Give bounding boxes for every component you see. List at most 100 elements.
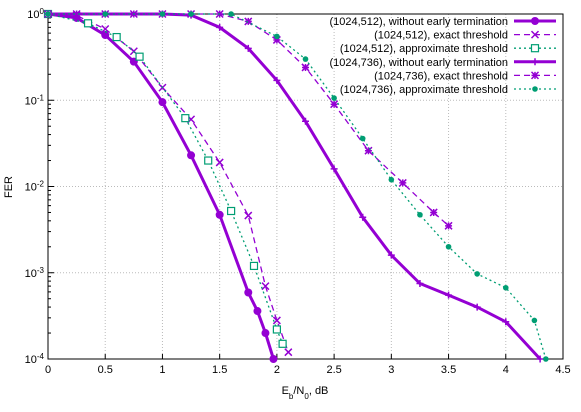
legend-label: (1024,512), without early termination xyxy=(329,16,508,28)
marker-shape xyxy=(101,24,110,34)
marker-shape xyxy=(502,284,509,291)
marker xyxy=(536,355,544,363)
marker-shape xyxy=(302,117,309,125)
marker-shape xyxy=(387,251,395,259)
marker-shape xyxy=(188,11,194,17)
marker-shape xyxy=(101,31,110,40)
marker-shape xyxy=(530,71,540,80)
marker xyxy=(215,158,224,167)
marker xyxy=(158,98,167,107)
marker-shape xyxy=(72,9,81,19)
marker xyxy=(284,348,293,357)
x-tick-label: 2.5 xyxy=(326,364,341,376)
marker xyxy=(187,151,196,160)
marker xyxy=(83,19,93,28)
marker-shape xyxy=(359,213,367,221)
marker xyxy=(301,63,310,72)
plot-frame xyxy=(47,13,564,360)
marker-shape xyxy=(474,271,480,277)
marker xyxy=(272,325,281,334)
marker xyxy=(531,58,539,66)
marker xyxy=(444,221,453,230)
x-tick-label: 3.5 xyxy=(441,364,456,376)
marker xyxy=(331,95,337,101)
marker-shape xyxy=(331,95,337,101)
marker-shape xyxy=(301,63,310,72)
x-axis-label: Eb/N0, dB xyxy=(282,385,329,401)
marker xyxy=(159,11,166,17)
marker-shape xyxy=(302,56,309,62)
marker-shape xyxy=(215,158,224,167)
marker xyxy=(532,86,538,92)
marker xyxy=(531,317,538,324)
legend-label: (1024,512), exact threshold xyxy=(374,30,508,42)
marker-shape xyxy=(181,114,190,123)
marker-shape xyxy=(364,146,373,155)
x-tick-label: 0.5 xyxy=(98,364,113,376)
y-tick-label: 10-4 xyxy=(25,352,45,367)
marker-shape xyxy=(45,11,51,17)
y-tick-label: 10-1 xyxy=(25,93,45,108)
marker-shape xyxy=(244,288,253,297)
marker-shape xyxy=(261,282,270,291)
x-tick-label: 3 xyxy=(388,364,394,376)
marker xyxy=(215,210,224,219)
marker xyxy=(204,156,213,165)
marker xyxy=(45,11,51,17)
marker xyxy=(253,307,262,316)
marker xyxy=(330,165,338,173)
marker xyxy=(261,282,270,291)
marker-shape xyxy=(530,44,540,53)
marker-shape xyxy=(253,307,262,316)
marker xyxy=(112,32,121,42)
marker xyxy=(102,11,109,17)
marker-shape xyxy=(532,86,538,92)
marker xyxy=(278,339,287,348)
y-tick-label: 10-3 xyxy=(25,265,45,280)
marker xyxy=(502,284,509,291)
x-tick-label: 1 xyxy=(159,364,165,376)
y-tick-label: 100 xyxy=(27,7,44,22)
marker xyxy=(388,176,395,183)
y-tick-label: 10-2 xyxy=(25,179,45,194)
marker xyxy=(502,318,510,326)
legend-label: (1024,736), exact threshold xyxy=(374,70,508,82)
marker xyxy=(530,30,540,39)
marker-shape xyxy=(216,23,224,31)
marker-shape xyxy=(249,261,259,271)
marker xyxy=(473,303,481,311)
marker-shape xyxy=(83,19,93,28)
marker-shape xyxy=(272,325,281,334)
series-line xyxy=(48,12,542,361)
marker xyxy=(445,243,452,250)
marker xyxy=(359,213,367,221)
marker-shape xyxy=(416,280,424,288)
marker-shape xyxy=(536,355,544,363)
marker xyxy=(272,316,281,325)
marker-shape xyxy=(244,17,253,26)
marker-shape xyxy=(261,329,270,338)
x-tick-label: 0 xyxy=(45,364,51,376)
marker xyxy=(398,178,407,187)
marker xyxy=(530,71,540,80)
marker xyxy=(302,117,309,125)
marker-shape xyxy=(227,206,236,216)
marker xyxy=(272,35,281,44)
marker-shape xyxy=(531,17,539,25)
marker xyxy=(227,206,236,216)
marker-shape xyxy=(215,210,224,219)
marker-shape xyxy=(473,303,481,311)
marker-shape xyxy=(135,52,144,61)
marker xyxy=(244,17,253,26)
marker-shape xyxy=(159,11,166,17)
marker xyxy=(417,211,423,218)
marker xyxy=(530,44,540,53)
marker-shape xyxy=(444,221,453,230)
x-tick-label: 1.5 xyxy=(212,364,227,376)
marker xyxy=(181,114,190,123)
marker-shape xyxy=(531,58,539,66)
series-line xyxy=(47,13,284,345)
marker xyxy=(244,44,252,52)
marker xyxy=(72,9,81,19)
